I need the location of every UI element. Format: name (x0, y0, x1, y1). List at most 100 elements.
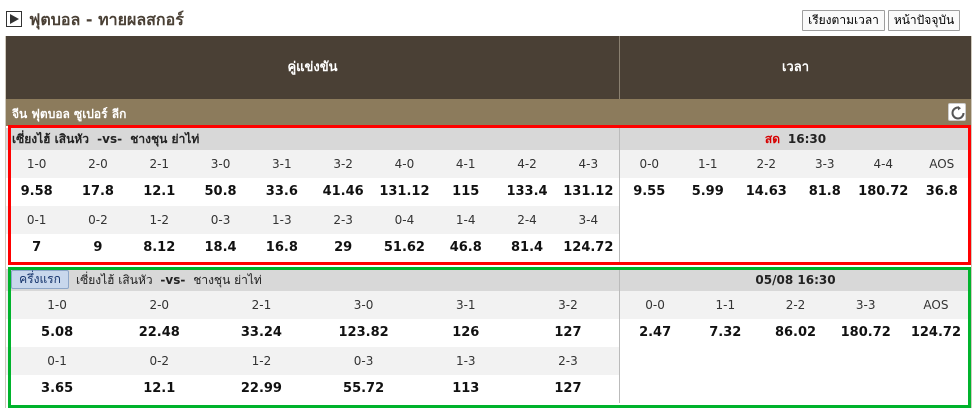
score-label: 1-1 (697, 157, 718, 171)
home-team: เซี่ยงไฮ้ เสินหัว (76, 273, 153, 287)
odds-value[interactable]: 16.8 (265, 240, 298, 255)
odds-value[interactable]: 127 (554, 325, 582, 340)
score-label: 3-1 (272, 157, 292, 171)
score-label: 0-3 (353, 354, 374, 368)
refresh-icon (951, 106, 965, 120)
score-label: 3-1 (455, 298, 476, 312)
score-label: 1-4 (455, 213, 476, 227)
odds-value[interactable]: 12.1 (143, 184, 176, 199)
odds-value[interactable]: 5.99 (691, 184, 724, 199)
vs-label: -vs- (160, 273, 186, 287)
odds-value[interactable]: 127 (554, 381, 582, 396)
league-row: จีน ฟุตบอล ซูเปอร์ ลีก (6, 99, 971, 126)
score-label: 2-0 (88, 157, 108, 171)
odds-value[interactable]: 131.12 (379, 184, 430, 199)
odds-value[interactable]: 131.12 (563, 184, 614, 199)
odds-value[interactable]: 7 (32, 240, 42, 255)
odds-value[interactable]: 9.55 (633, 184, 666, 199)
odds-value[interactable]: 8.12 (143, 240, 176, 255)
odds-value[interactable]: 124.72 (910, 325, 961, 340)
score-label: 1-3 (455, 354, 476, 368)
live-label: สด (764, 132, 781, 146)
kickoff-time: 16:30 (787, 132, 827, 146)
match-fulltime: เซี่ยงไฮ้ เสินหัว -vs- ชางชุน ย่าไท่ สด … (6, 126, 971, 267)
score-label: 1-0 (26, 157, 47, 171)
odds-value[interactable]: 2.47 (639, 325, 672, 340)
score-grid-left: 1-0 2-0 2-1 3-0 3-1 3-2 4-0 4-1 4-2 4-3 9.58 17.8 1… (6, 150, 619, 262)
odds-value[interactable]: 7.32 (709, 325, 742, 340)
match-firsthalf: ครึ่งแรก เซี่ยงไฮ้ เสินหัว -vs- ชางชุน ย… (6, 267, 971, 408)
score-label: 4-4 (873, 157, 894, 171)
away-team: ชางชุน ย่าไท่ (193, 273, 262, 287)
league-name: จีน ฟุตบอล ซูเปอร์ ลีก (12, 107, 127, 121)
odds-value[interactable]: 180.72 (840, 325, 891, 340)
odds-value[interactable]: 22.48 (138, 325, 180, 340)
match-time: สด 16:30 (619, 128, 971, 150)
odds-value[interactable]: 36.8 (925, 184, 958, 199)
odds-value[interactable]: 9 (93, 240, 103, 255)
header-match: คู่แข่งขัน (287, 60, 338, 75)
score-label: 0-2 (88, 213, 108, 227)
score-label: AOS (929, 157, 955, 171)
page-title: ฟุตบอล - ทายผลสกอร์ (29, 10, 184, 29)
odds-value[interactable]: 18.4 (204, 240, 237, 255)
odds-value[interactable]: 123.82 (338, 325, 389, 340)
odds-value[interactable]: 126 (452, 325, 480, 340)
odds-value[interactable]: 180.72 (858, 184, 909, 199)
score-label: 3-3 (855, 298, 876, 312)
away-team: ชางชุน ย่าไท่ (130, 132, 200, 146)
odds-value[interactable]: 9.58 (20, 184, 53, 199)
table-header: คู่แข่งขัน เวลา (6, 36, 971, 99)
odds-value[interactable]: 86.02 (774, 325, 817, 340)
half-score-grid-left: 1-0 2-0 2-1 3-0 3-1 3-2 5.08 22.48 33.24 123.82 1… (6, 291, 619, 403)
odds-value[interactable]: 115 (452, 184, 480, 199)
score-label: 4-0 (394, 157, 415, 171)
odds-value[interactable]: 124.72 (563, 240, 614, 255)
vs-label: -vs- (97, 132, 123, 146)
score-label: 2-1 (251, 298, 272, 312)
odds-value[interactable]: 33.6 (265, 184, 298, 199)
score-label: 2-3 (333, 213, 353, 227)
team-names: เซี่ยงไฮ้ เสินหัว -vs- ชางชุน ย่าไท่ (12, 128, 199, 150)
score-label: 4-3 (578, 157, 599, 171)
odds-value[interactable]: 51.62 (383, 240, 425, 255)
score-label: 2-1 (149, 157, 170, 171)
score-label: 3-0 (210, 157, 231, 171)
score-label: 3-3 (814, 157, 835, 171)
odds-value[interactable]: 55.72 (343, 381, 385, 396)
odds-value[interactable]: 133.4 (506, 184, 548, 199)
kickoff-datetime: 05/08 16:30 (755, 273, 836, 287)
score-label: 3-2 (558, 298, 578, 312)
odds-value[interactable]: 17.8 (81, 184, 114, 199)
team-names-half: เซี่ยงไฮ้ เสินหัว -vs- ชางชุน ย่าไท่ (76, 269, 262, 291)
odds-value[interactable]: 41.46 (322, 184, 364, 199)
score-label: 1-3 (272, 213, 292, 227)
score-label: 3-0 (353, 298, 374, 312)
odds-value[interactable]: 50.8 (204, 184, 237, 199)
odds-value[interactable]: 14.63 (745, 184, 787, 199)
refresh-button[interactable] (948, 103, 966, 121)
sort-by-time-button[interactable]: เรียงตามเวลา (802, 10, 885, 31)
score-label: 0-2 (149, 354, 170, 368)
score-label: 0-0 (645, 298, 665, 312)
play-icon[interactable] (6, 11, 22, 27)
odds-value[interactable]: 113 (452, 381, 480, 396)
odds-value[interactable]: 3.65 (41, 381, 74, 396)
odds-value[interactable]: 81.4 (510, 240, 544, 255)
odds-value[interactable]: 5.08 (41, 325, 74, 340)
score-label: 0-1 (26, 213, 47, 227)
odds-value[interactable]: 46.8 (449, 240, 482, 255)
current-page-button[interactable]: หน้าปัจจุบัน (888, 10, 960, 31)
top-bar: ฟุตบอล - ทายผลสกอร์ เรียงตามเวลา หน้าปัจ… (0, 0, 974, 38)
odds-value[interactable]: 33.24 (240, 325, 282, 340)
odds-value[interactable]: 29 (334, 240, 353, 255)
odds-value[interactable]: 81.8 (808, 184, 841, 199)
first-half-badge: ครึ่งแรก (11, 270, 69, 289)
score-label: 2-2 (756, 157, 777, 171)
score-label: 2-2 (785, 298, 806, 312)
odds-value[interactable]: 22.99 (240, 381, 282, 396)
match-title: เซี่ยงไฮ้ เสินหัว -vs- ชางชุน ย่าไท่ (6, 128, 619, 150)
score-label: 0-4 (394, 213, 415, 227)
odds-value[interactable]: 12.1 (143, 381, 176, 396)
match-title-half: ครึ่งแรก เซี่ยงไฮ้ เสินหัว -vs- ชางชุน ย… (6, 269, 619, 291)
